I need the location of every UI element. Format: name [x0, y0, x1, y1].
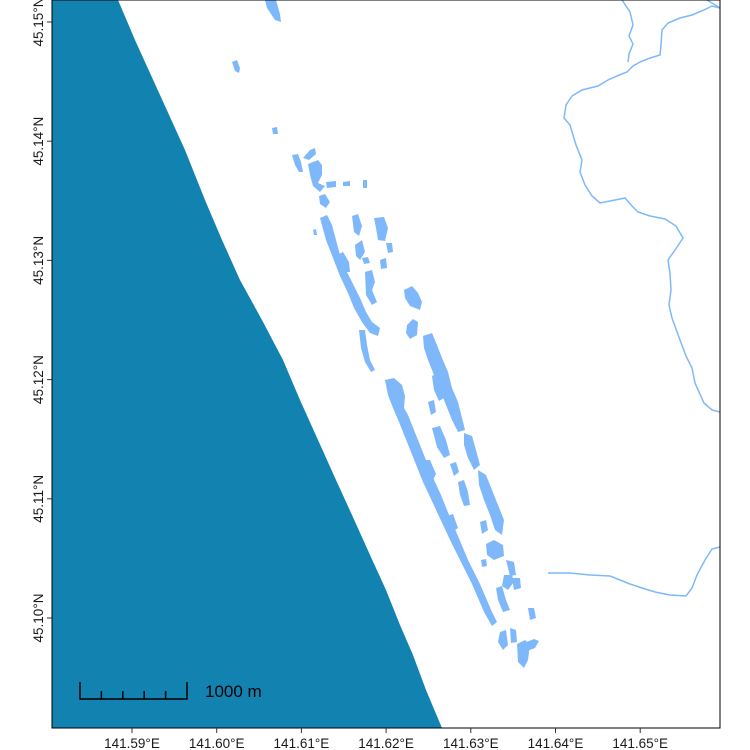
- x-tick-label: 141.61°E: [274, 736, 330, 750]
- lake: [326, 181, 336, 188]
- y-tick-label: 45.13°N: [31, 236, 46, 285]
- lake: [432, 373, 444, 401]
- river-north-branch: [621, 0, 634, 63]
- lake: [481, 559, 487, 567]
- lake: [362, 257, 370, 264]
- lake: [313, 229, 317, 235]
- scale-bar-line: [79, 682, 188, 700]
- lakes: [232, 0, 539, 668]
- lake: [528, 608, 536, 620]
- lake: [232, 60, 240, 73]
- lake: [365, 270, 377, 305]
- lake: [374, 217, 388, 241]
- lake: [422, 460, 436, 482]
- lake: [292, 154, 303, 172]
- x-tick-label: 141.62°E: [358, 736, 414, 750]
- lake: [446, 514, 458, 532]
- y-tick-label: 45.12°N: [31, 355, 46, 404]
- lake: [303, 148, 316, 160]
- lake: [480, 520, 488, 534]
- lake: [272, 127, 278, 134]
- lake: [352, 214, 362, 236]
- y-tick-label: 45.10°N: [31, 594, 46, 643]
- river-north: [563, 5, 720, 413]
- x-tick-label: 141.60°E: [189, 736, 245, 750]
- lake: [512, 578, 521, 590]
- lake: [524, 639, 539, 651]
- lake: [308, 160, 325, 192]
- lake: [502, 575, 514, 590]
- lake: [355, 240, 365, 260]
- lake: [380, 258, 387, 269]
- x-tick-label: 141.65°E: [612, 736, 668, 750]
- x-tick-label: 141.64°E: [528, 736, 584, 750]
- lake: [486, 540, 504, 560]
- lake: [450, 462, 459, 476]
- lake: [404, 286, 422, 310]
- x-axis: 141.59°E 141.60°E 141.61°E 141.62°E 141.63°E…: [104, 728, 668, 750]
- sea-area: [52, 0, 442, 728]
- river-northeast: [706, 0, 720, 9]
- lake: [506, 560, 516, 576]
- y-axis: 45.10°N 45.11°N 45.12°N 45.13°N 45.14°N 45.15…: [31, 0, 52, 642]
- y-tick-label: 45.11°N: [31, 475, 46, 523]
- lake: [319, 194, 330, 208]
- lake: [386, 243, 393, 253]
- lake: [423, 333, 465, 432]
- lake: [464, 433, 480, 470]
- lake: [406, 319, 418, 339]
- lake: [265, 0, 281, 22]
- x-tick-label: 141.63°E: [443, 736, 499, 750]
- scale-bar: 1000 m: [79, 682, 262, 701]
- map-panel: [52, 0, 720, 728]
- scale-bar-label: 1000 m: [205, 682, 262, 701]
- lake: [320, 215, 380, 336]
- y-tick-label: 45.14°N: [31, 117, 46, 166]
- lake: [496, 586, 510, 612]
- river-south: [548, 546, 720, 597]
- lake: [498, 630, 508, 650]
- lake: [510, 628, 517, 643]
- lake: [363, 180, 367, 188]
- lake: [359, 330, 375, 372]
- lake: [432, 426, 450, 458]
- lake: [337, 252, 350, 272]
- lake: [458, 480, 470, 506]
- lake: [385, 378, 497, 626]
- lake: [343, 181, 350, 186]
- lake: [478, 470, 504, 535]
- x-tick-label: 141.59°E: [104, 736, 160, 750]
- lake: [428, 400, 436, 415]
- rivers: [548, 0, 720, 597]
- y-tick-label: 45.15°N: [31, 0, 46, 46]
